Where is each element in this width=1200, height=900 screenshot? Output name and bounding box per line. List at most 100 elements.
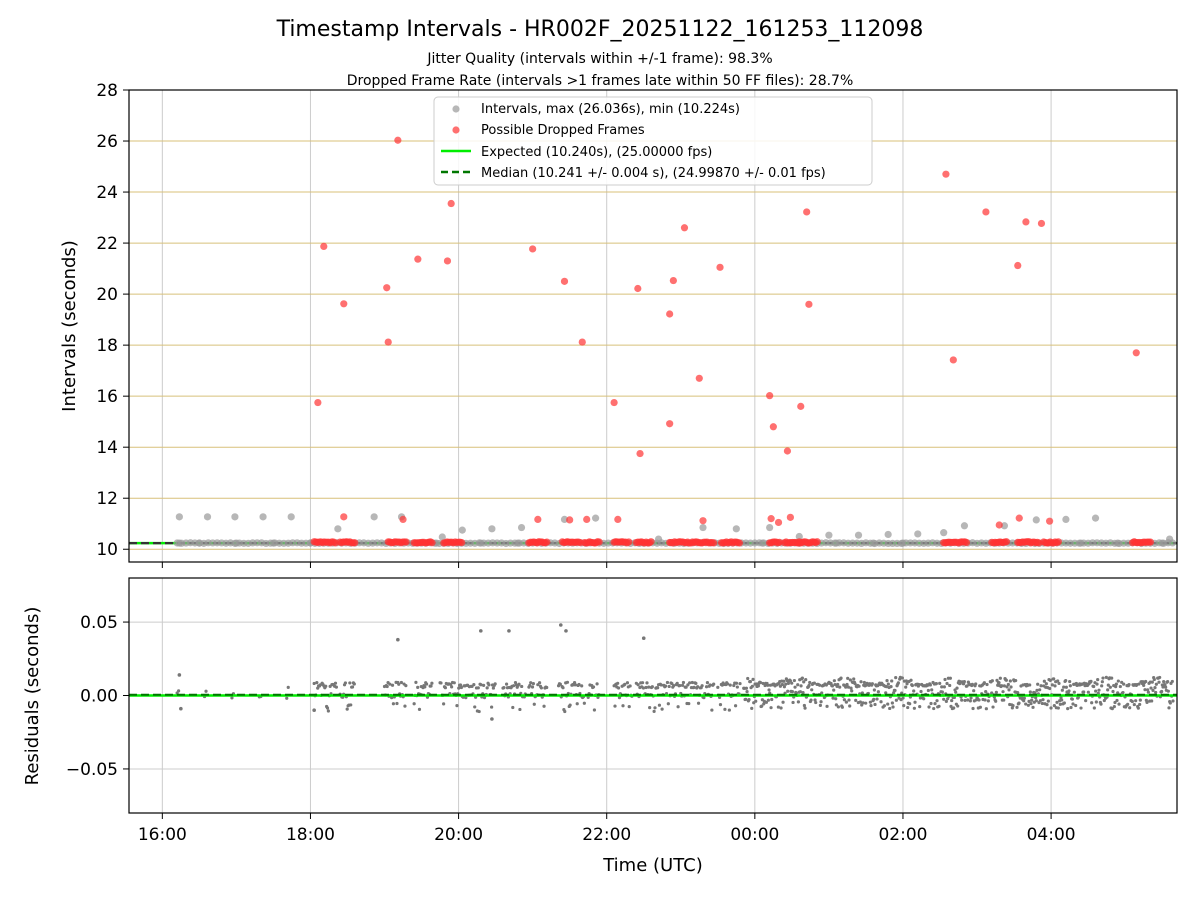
interval-point bbox=[1077, 539, 1085, 547]
residual-point bbox=[681, 680, 686, 685]
residual-point bbox=[954, 690, 958, 694]
residual-point bbox=[1104, 675, 1108, 680]
residual-point bbox=[950, 698, 954, 703]
residuals-ytick-label-1: 0.00 bbox=[80, 687, 118, 707]
residual-point bbox=[333, 681, 338, 685]
residual-point bbox=[926, 688, 930, 693]
residual-point bbox=[969, 696, 973, 700]
residual-point bbox=[791, 700, 795, 705]
residual-point bbox=[956, 704, 960, 708]
residual-point bbox=[385, 684, 389, 689]
residual-point bbox=[1150, 680, 1154, 684]
residual-point bbox=[848, 704, 852, 708]
residual-point bbox=[538, 681, 542, 685]
residual-point bbox=[1034, 699, 1038, 703]
residual-point bbox=[808, 680, 812, 685]
dropped-frame-point bbox=[949, 356, 957, 364]
residual-point bbox=[790, 681, 794, 685]
residual-point bbox=[1060, 688, 1064, 692]
residual-point bbox=[972, 689, 976, 693]
dropped-frame-point bbox=[443, 257, 452, 265]
residual-point bbox=[696, 701, 701, 705]
intervals-x-ticks bbox=[161, 562, 1052, 568]
residual-point bbox=[429, 684, 433, 688]
residual-point bbox=[1028, 690, 1032, 694]
residual-point bbox=[688, 681, 692, 685]
residual-point bbox=[1164, 685, 1168, 689]
intervals-y-ticks: 10 12 14 16 18 20 22 24 26 28 bbox=[96, 81, 129, 560]
residual-point bbox=[844, 700, 848, 704]
residual-point bbox=[1068, 684, 1072, 688]
residual-point bbox=[648, 706, 652, 710]
residual-point bbox=[412, 702, 416, 706]
residual-point bbox=[404, 684, 408, 688]
interval-point bbox=[488, 525, 496, 533]
legend-label-intervals: Intervals, max (26.036s), min (10.224s) bbox=[481, 102, 740, 117]
residual-point bbox=[798, 690, 802, 694]
residual-point bbox=[1116, 691, 1120, 695]
residual-point bbox=[861, 701, 865, 705]
residual-point bbox=[852, 677, 856, 681]
residual-point bbox=[913, 700, 917, 704]
residual-point bbox=[1166, 679, 1170, 684]
residual-point bbox=[1048, 678, 1052, 683]
residual-point bbox=[473, 705, 477, 709]
residual-point bbox=[684, 685, 688, 689]
residual-point bbox=[472, 683, 476, 687]
residual-point bbox=[542, 704, 546, 708]
residual-point bbox=[919, 689, 923, 694]
residual-point bbox=[700, 684, 704, 688]
residual-point bbox=[735, 685, 739, 689]
residual-point bbox=[204, 689, 208, 693]
residual-point bbox=[968, 699, 972, 703]
residual-point bbox=[909, 678, 913, 682]
residual-point bbox=[490, 705, 494, 709]
residual-point bbox=[690, 680, 694, 685]
residual-point bbox=[769, 706, 773, 710]
interval-point bbox=[175, 539, 183, 547]
residual-point bbox=[628, 684, 632, 688]
residual-point bbox=[1068, 679, 1072, 684]
residual-point bbox=[705, 681, 710, 685]
residual-point bbox=[1031, 705, 1035, 709]
residual-point bbox=[450, 685, 454, 689]
residual-point bbox=[918, 705, 922, 709]
residual-point bbox=[818, 683, 822, 687]
interval-point bbox=[869, 539, 877, 547]
residuals-xtick-label-4: 00:00 bbox=[730, 825, 779, 845]
dropped-frame-point bbox=[735, 539, 744, 547]
residual-point bbox=[869, 704, 873, 708]
residual-point bbox=[675, 681, 679, 686]
dropped-frame-point bbox=[428, 539, 436, 547]
residual-point bbox=[1055, 700, 1059, 704]
dropped-frame-point bbox=[351, 539, 359, 547]
residual-point bbox=[1015, 705, 1019, 709]
residual-point bbox=[563, 709, 567, 714]
residuals-x-ticks: 16:00 18:00 20:00 22:00 00:00 02:00 04:00 bbox=[138, 813, 1076, 845]
residual-point bbox=[1146, 690, 1150, 694]
residual-point bbox=[464, 695, 468, 700]
residual-point bbox=[970, 682, 974, 687]
dropped-frame-point bbox=[543, 538, 551, 546]
residual-point bbox=[1079, 706, 1083, 710]
residual-point bbox=[704, 685, 709, 689]
dropped-frame-point bbox=[399, 515, 407, 523]
residual-point bbox=[1106, 688, 1110, 692]
residual-point bbox=[971, 706, 975, 711]
dropped-frame-point bbox=[1022, 218, 1030, 226]
residual-point bbox=[573, 683, 578, 687]
residual-point bbox=[343, 681, 348, 685]
residual-point bbox=[1152, 677, 1156, 682]
interval-point bbox=[477, 539, 485, 547]
interval-point bbox=[1114, 539, 1122, 547]
residual-point bbox=[1094, 700, 1098, 704]
residual-point bbox=[831, 696, 835, 700]
residual-point bbox=[1092, 684, 1096, 689]
dropped-frame-point bbox=[595, 538, 603, 546]
residual-point bbox=[744, 697, 748, 701]
interval-point bbox=[592, 514, 600, 522]
residual-point bbox=[1011, 704, 1015, 708]
residual-outlier-point bbox=[312, 708, 316, 712]
residual-point bbox=[754, 699, 758, 703]
residual-point bbox=[800, 676, 804, 680]
